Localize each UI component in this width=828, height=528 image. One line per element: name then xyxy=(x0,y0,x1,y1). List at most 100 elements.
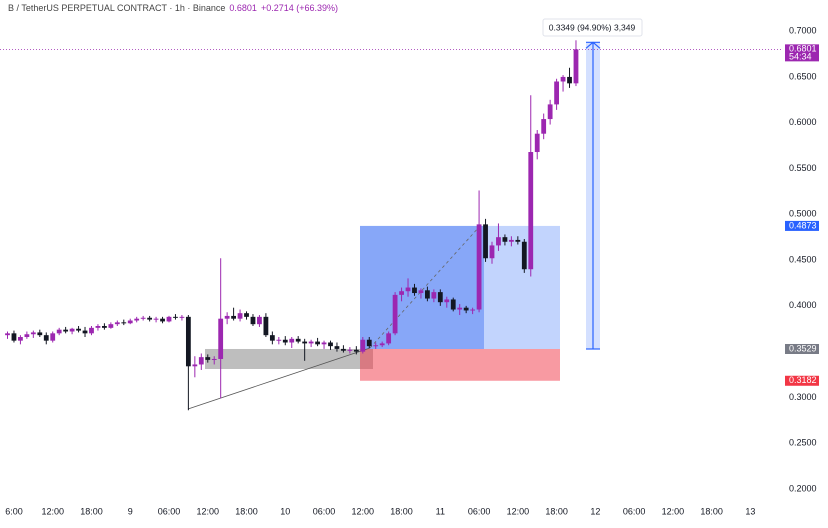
y-tick-label: 0.2500 xyxy=(789,438,817,448)
candle-body xyxy=(166,316,172,322)
y-tick-label: 0.3000 xyxy=(789,392,817,402)
candle-body xyxy=(463,307,469,311)
candle-body xyxy=(289,338,295,343)
y-tick-label: 0.6000 xyxy=(789,117,817,127)
candle-body xyxy=(218,318,224,359)
candle-body xyxy=(353,349,359,352)
stop-zone xyxy=(360,348,560,381)
candle-body xyxy=(476,224,482,310)
price-marker xyxy=(785,375,819,386)
candle-body xyxy=(450,299,456,310)
candle-body xyxy=(373,345,379,347)
candle-body xyxy=(95,326,101,328)
y-tick-label: 0.7000 xyxy=(789,26,817,36)
x-tick-label: 06:00 xyxy=(623,506,646,516)
candle-body xyxy=(205,357,211,360)
candle-body xyxy=(5,333,10,336)
candle-body xyxy=(483,224,488,259)
candle-body xyxy=(63,329,69,332)
candle-body xyxy=(425,290,430,299)
candle-body xyxy=(244,313,249,317)
title: B / TetherUS PERPETUAL CONTRACT · 1h · B… xyxy=(8,3,225,13)
countdown: 54:34 xyxy=(789,52,812,62)
x-tick-label: 18:00 xyxy=(390,506,413,516)
candle-body xyxy=(302,341,308,344)
candle-body xyxy=(405,287,411,292)
y-tick-label: 0.4500 xyxy=(789,254,817,264)
x-tick-label: 13 xyxy=(745,506,755,516)
candle-body xyxy=(502,237,508,242)
candle-body xyxy=(392,294,398,334)
candle-body xyxy=(547,104,553,120)
candle-body xyxy=(347,349,353,351)
candle-body xyxy=(198,357,204,365)
candle-body xyxy=(24,334,30,337)
price-marker-label: 0.3529 xyxy=(789,343,817,353)
candle-body xyxy=(192,364,198,367)
price-marker xyxy=(785,220,819,231)
candle-body xyxy=(399,291,404,295)
candle-body xyxy=(315,341,320,345)
candle-body xyxy=(211,358,217,360)
candle-body xyxy=(89,327,94,334)
candle-body xyxy=(269,335,275,341)
price-change: +0.2714 (+66.39%) xyxy=(261,3,338,13)
candle-body xyxy=(102,326,107,328)
price-axis-bg xyxy=(783,0,828,528)
candle-body xyxy=(560,76,566,82)
target-zone xyxy=(360,225,484,349)
candle-body xyxy=(153,318,159,320)
measure-label: 0.3349 (94.90%) 3,349 xyxy=(549,22,636,32)
candle-body xyxy=(108,324,114,328)
candle-body xyxy=(334,346,340,349)
candle-body xyxy=(76,328,81,331)
candle-body xyxy=(515,239,521,242)
range-box xyxy=(205,348,373,369)
candle-body xyxy=(573,49,579,84)
candle-body xyxy=(444,299,450,303)
candle-body xyxy=(263,316,269,336)
candle-body xyxy=(82,330,88,334)
candle-body xyxy=(114,322,120,325)
x-tick-label: 10 xyxy=(280,506,290,516)
chart-title: B / TetherUS PERPETUAL CONTRACT · 1h · B… xyxy=(8,3,338,13)
y-tick-label: 0.4000 xyxy=(789,300,817,310)
candle-body xyxy=(308,341,314,344)
candle-body xyxy=(231,315,236,319)
candle-body xyxy=(418,290,424,294)
measure-arrowhead xyxy=(585,41,601,49)
candle-body xyxy=(534,133,540,153)
candle-body xyxy=(11,333,17,341)
candle-body xyxy=(224,315,230,319)
x-tick-label: 12:00 xyxy=(352,506,375,516)
candle-body xyxy=(360,339,366,352)
candle-body xyxy=(147,317,153,320)
x-tick-label: 06:00 xyxy=(158,506,181,516)
price-marker-label: 0.6801 xyxy=(789,44,817,54)
y-tick-label: 0.5000 xyxy=(789,209,817,219)
candle-body xyxy=(37,332,43,336)
candle-body xyxy=(321,342,327,345)
candle-body xyxy=(50,333,56,341)
x-tick-label: 18:00 xyxy=(235,506,258,516)
trend-line xyxy=(187,347,371,410)
candle-body xyxy=(134,318,140,321)
candle-body xyxy=(276,339,282,341)
y-tick-label: 0.2000 xyxy=(789,483,817,493)
candle-body xyxy=(379,343,385,346)
candle-body xyxy=(366,339,372,347)
candle-body xyxy=(127,320,133,324)
x-tick-label: 12:00 xyxy=(507,506,530,516)
candle-body xyxy=(18,336,23,341)
candle-body xyxy=(412,287,417,294)
last-price: 0.6801 xyxy=(229,3,257,13)
candle-body xyxy=(508,239,514,242)
candle-body xyxy=(386,333,392,344)
x-tick-label: 18:00 xyxy=(80,506,103,516)
candle-body xyxy=(237,313,243,319)
price-marker xyxy=(785,343,819,354)
price-marker-label: 0.3182 xyxy=(789,375,817,385)
drawings xyxy=(205,41,601,381)
